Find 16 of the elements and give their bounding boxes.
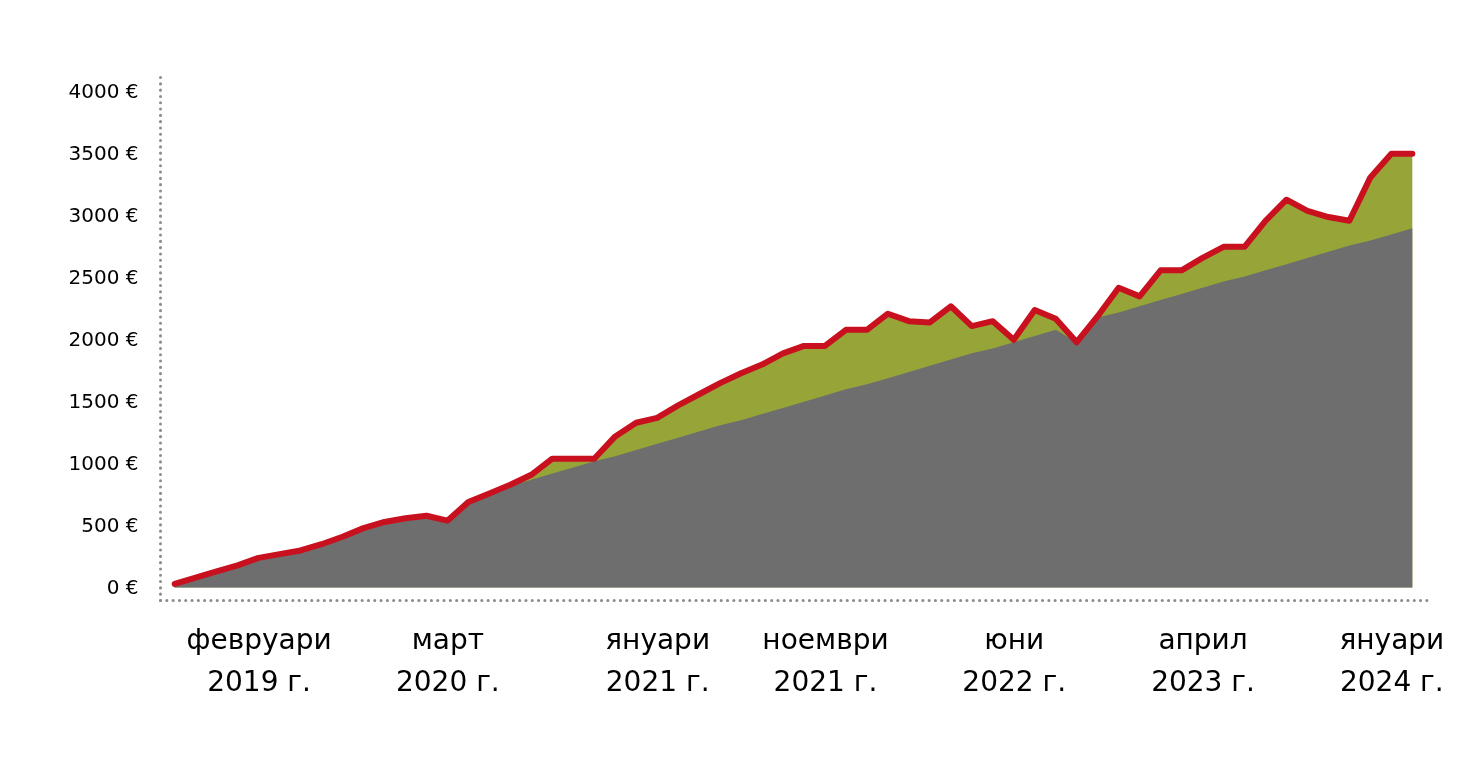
y-tick-label: 3000 € [68,203,139,228]
x-tick-label: март 2020 г. [395,622,500,698]
x-tick-label: февруари 2019 г. [186,622,332,698]
x-tick-label: януари 2021 г. [605,622,711,698]
y-tick-label: 2000 € [68,327,139,352]
y-tick-label: 500 € [81,513,139,538]
y-tick-label: 0 € [106,575,139,600]
x-tick-label: юни 2022 г. [962,622,1067,698]
y-tick-label: 1500 € [68,389,139,414]
y-tick-label: 4000 € [68,79,139,104]
y-tick-label: 1000 € [68,451,139,476]
x-tick-label: ноември 2021 г. [762,622,889,698]
y-tick-label: 2500 € [68,265,139,290]
x-tick-label: април 2023 г. [1151,622,1255,698]
x-tick-label: януари 2024 г. [1339,622,1445,698]
y-tick-label: 3500 € [68,141,139,166]
